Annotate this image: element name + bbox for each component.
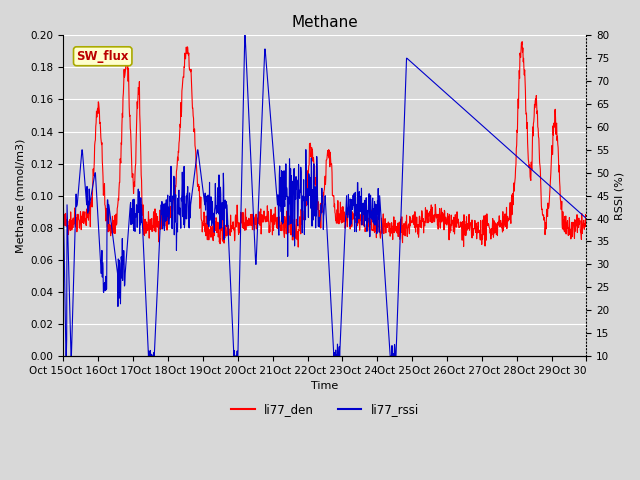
li77_rssi: [164, 203, 172, 208]
li77_den: [406, 223, 414, 229]
Y-axis label: Methane (mmol/m3): Methane (mmol/m3): [15, 138, 25, 253]
li77_den: [163, 227, 171, 233]
li77_rssi: [475, 120, 483, 125]
Title: Methane: Methane: [292, 15, 358, 30]
li77_rssi: [521, 161, 529, 167]
li77_den: [60, 218, 67, 224]
Line: li77_den: li77_den: [63, 42, 586, 247]
Line: li77_rssi: li77_rssi: [63, 36, 586, 356]
li77_den: [582, 217, 590, 223]
li77_rssi: [60, 202, 67, 208]
li77_den: [294, 244, 302, 250]
li77_rssi: [176, 209, 184, 215]
li77_den: [234, 228, 242, 233]
li77_den: [475, 229, 483, 235]
li77_rssi: [582, 216, 590, 221]
li77_den: [521, 76, 529, 82]
X-axis label: Time: Time: [311, 381, 339, 391]
li77_rssi: [241, 33, 248, 38]
Text: SW_flux: SW_flux: [76, 50, 129, 63]
li77_rssi: [235, 319, 243, 325]
Legend: li77_den, li77_rssi: li77_den, li77_rssi: [227, 398, 424, 420]
Y-axis label: RSSI (%): RSSI (%): [615, 171, 625, 220]
li77_rssi: [62, 353, 70, 359]
li77_den: [518, 39, 526, 45]
li77_rssi: [406, 59, 414, 64]
li77_den: [176, 130, 184, 136]
